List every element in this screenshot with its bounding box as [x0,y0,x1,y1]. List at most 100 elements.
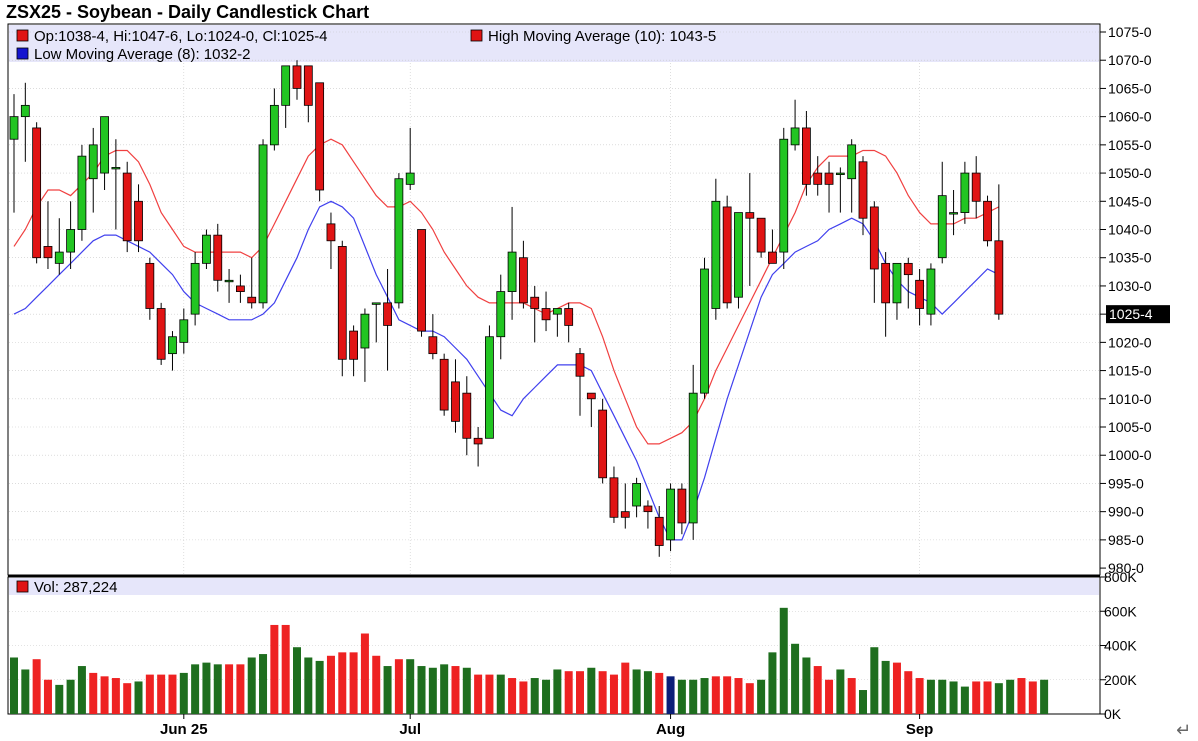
volume-bar [315,660,324,714]
candle [394,173,404,309]
volume-bar [247,657,256,714]
candle-body-down [473,437,483,445]
volume-bar [496,674,505,714]
price-plot-frame [7,23,1101,576]
candle-body-up [202,234,211,264]
price-tick-label: 1040-0 [1108,222,1152,238]
volume-bar [530,678,539,714]
volume-bar [677,679,686,714]
price-tick-label: 1005-0 [1108,419,1152,435]
price-tick-label: 980-0 [1108,560,1144,576]
volume-bar [904,671,913,714]
volume-bar [983,681,992,714]
candle-body-down [439,358,449,411]
candle [802,111,811,196]
candle [349,325,359,377]
candle [677,483,687,535]
candle-body-up [711,200,721,309]
candle-body-down [586,392,596,400]
volume-tick-label: 600K [1104,603,1137,619]
high-ma-line [13,138,1000,445]
candle-body-down [756,217,766,253]
volume-bar [326,655,335,714]
candle [745,173,755,286]
candle-body-down [462,392,472,439]
volume-bar [825,679,834,714]
candle-body-down [145,262,155,309]
volume-bar [542,679,551,714]
candle [156,302,166,365]
candle-body-up [66,229,75,253]
candle [134,184,143,253]
candle-body-up [937,195,947,259]
candle [541,291,551,332]
candle-body-up [258,144,268,304]
candle [530,285,540,343]
candle-body-down [745,212,755,219]
candle-body-down [575,353,585,377]
candle [881,252,891,337]
candle [32,122,42,264]
price-tick-label: 1065-0 [1108,80,1152,96]
candle-body-down [530,296,540,309]
candle-body-down [383,302,392,326]
candle-body-down [349,330,359,360]
candle-body-down [247,296,257,304]
price-tick-label: 1060-0 [1108,109,1152,125]
volume-bar [892,662,901,714]
candle-body-up [790,127,800,146]
candle-body-down [122,172,132,242]
volume-bar [21,669,30,714]
volume-bar [281,624,290,714]
candle [473,427,483,467]
candle-body-down [213,234,223,281]
candle [43,201,53,270]
volume-bar [960,686,969,714]
candle [915,269,924,326]
candle-body-up [9,116,19,140]
volume-bar [157,674,166,714]
candle [485,325,494,439]
volume-bar [870,647,879,714]
candle [235,274,245,303]
volume-bar [1040,679,1049,714]
volume-bar [1017,678,1026,714]
volume-bar [926,679,935,714]
volume-bar [1006,679,1015,714]
volume-bar [576,671,584,714]
volume-bar [406,659,415,714]
volume-bar [802,657,811,714]
candle [315,82,325,202]
candle [519,240,528,309]
candle-body-down [134,200,143,242]
candle-body-down [326,223,336,242]
candle-body-down [858,161,868,219]
candle-body-up [688,392,698,524]
price-legend-band [9,25,1099,62]
candle [858,156,868,236]
candle-body-down [428,336,438,355]
volume-bar [564,671,573,714]
last-price-box [1106,305,1170,324]
price-tick-label: 1035-0 [1108,250,1152,266]
x-tick-label: Aug [656,721,685,738]
volume-bar [213,664,222,714]
candle [756,217,766,258]
x-tick-label: Sep [906,721,934,738]
candle [632,477,641,518]
volume-bar [609,674,618,714]
candle-body-up [552,308,562,315]
candle [768,229,777,264]
candle-body-up [54,251,64,264]
candle-body-up [835,172,845,175]
candle [779,127,789,270]
volume-bar [553,669,562,714]
candle-body-down [451,381,460,422]
candle [960,161,970,224]
volume-bar [723,676,732,714]
volume-bar [372,655,381,714]
price-panel: Op:1038-4, Hi:1047-6, Lo:1024-0, Cl:1025… [7,23,1101,713]
candle-body-down [315,82,325,191]
volume-bar [383,666,392,714]
candle-body-up [88,144,98,180]
